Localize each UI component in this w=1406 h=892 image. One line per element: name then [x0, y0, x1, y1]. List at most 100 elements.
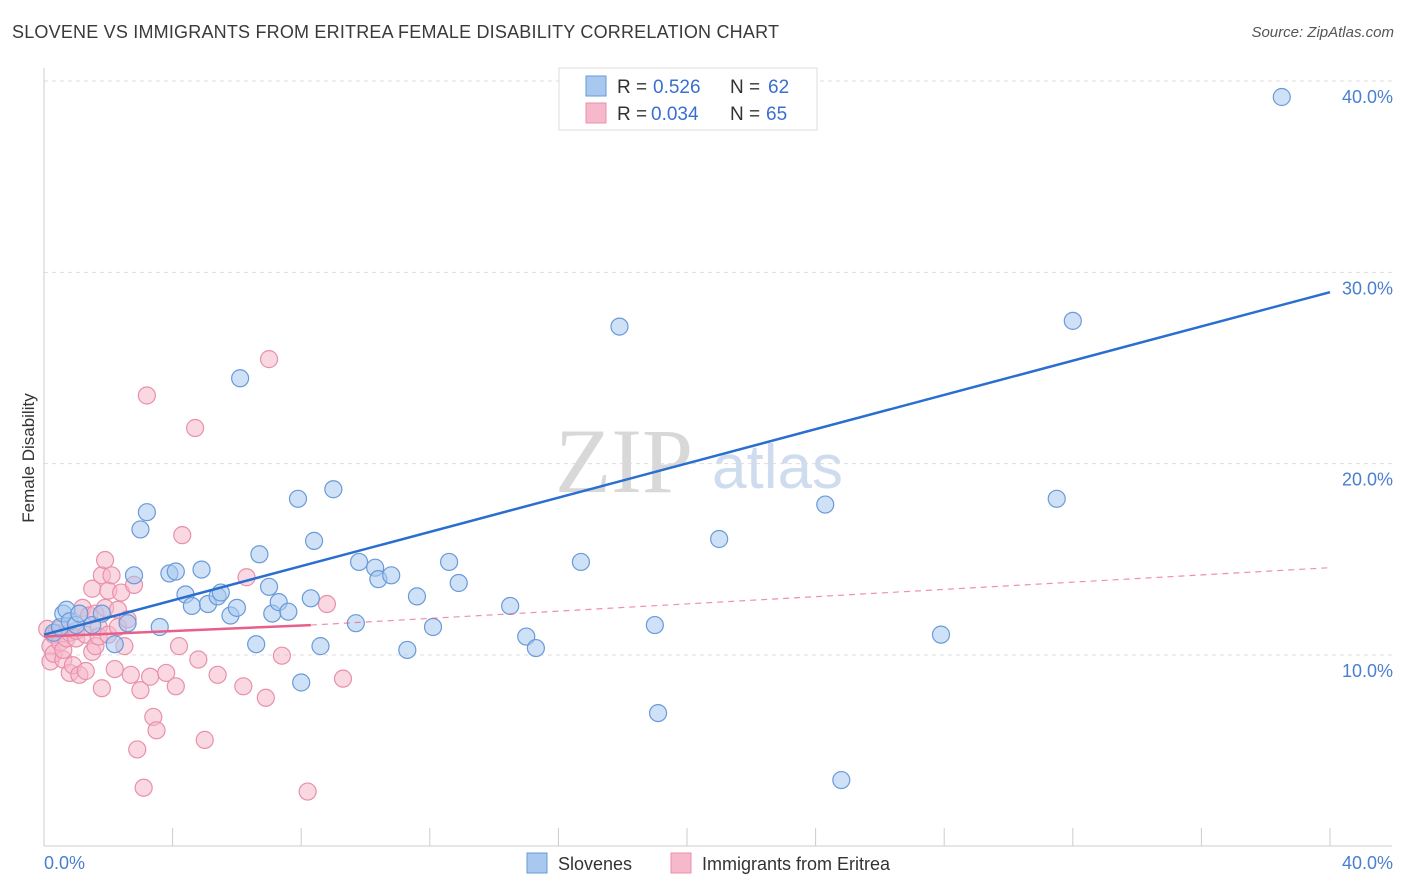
slovene-point	[423, 617, 443, 637]
slovene-point	[1272, 87, 1291, 107]
eritrea-point	[92, 679, 111, 698]
slovene-point	[304, 531, 324, 550]
slovene-point	[526, 638, 545, 658]
slovene-point	[349, 552, 369, 572]
slovene-point	[324, 480, 343, 499]
slovene-point	[231, 369, 250, 388]
slovene-point	[710, 529, 729, 549]
bottom-legend-swatch-eritrea	[670, 852, 692, 874]
slovene-point	[105, 635, 124, 654]
y-tick-labels: 10.0% 20.0% 30.0% 40.0%	[1342, 87, 1393, 681]
slovene-point	[250, 545, 269, 564]
legend-swatch-slovenes	[585, 75, 607, 97]
legend-n-label-eritrea: N =	[730, 104, 760, 125]
y-tick-label-30: 30.0%	[1342, 278, 1393, 298]
slovene-point	[571, 552, 591, 572]
eritrea-point	[272, 646, 292, 665]
slovene-point	[1047, 489, 1066, 508]
bottom-legend-label-eritrea: Immigrants from Eritrea	[702, 854, 891, 874]
legend-r-value-eritrea: 0.034	[651, 104, 699, 125]
slovene-point	[301, 589, 320, 608]
y-tick-label-20: 20.0%	[1342, 470, 1393, 490]
slovene-point	[137, 503, 156, 522]
slovene-point	[407, 587, 427, 606]
slovene-point	[118, 614, 137, 633]
legend-r-value-slovenes: 0.526	[653, 77, 701, 98]
y-axis-label: Female Disability	[19, 393, 38, 523]
watermark: ZIP atlas	[555, 410, 843, 512]
eritrea-point	[186, 418, 205, 438]
slovene-point	[124, 566, 144, 585]
eritrea-point	[166, 677, 185, 696]
watermark-atlas: atlas	[712, 433, 843, 502]
eritrea-point	[333, 669, 353, 688]
eritrea-point	[134, 778, 153, 797]
eritrea-point	[173, 526, 192, 545]
slovene-point	[816, 495, 835, 514]
slovene-point	[398, 640, 417, 660]
eritrea-point	[147, 721, 166, 740]
slovene-point	[645, 615, 664, 635]
eritrea-point	[298, 782, 317, 801]
watermark-zip: ZIP	[555, 410, 693, 512]
slovene-point	[227, 598, 246, 617]
x-tick-label-max: 40.0%	[1342, 853, 1393, 873]
bottom-legend-label-slovenes: Slovenes	[558, 854, 632, 874]
series-legend: Slovenes Immigrants from Eritrea	[526, 852, 891, 874]
slovene-point	[648, 703, 668, 723]
legend-r-label-eritrea: R =	[617, 104, 647, 125]
eritrea-point	[189, 650, 208, 669]
eritrea-point	[157, 663, 176, 683]
chart-title: SLOVENE VS IMMIGRANTS FROM ERITREA FEMAL…	[12, 22, 780, 42]
slovene-point	[247, 635, 266, 654]
slovene-point	[311, 637, 330, 656]
eritrea-point	[131, 681, 150, 700]
eritrea-point	[121, 665, 140, 684]
eritrea-point	[105, 659, 124, 679]
legend-n-value-eritrea: 65	[766, 104, 787, 125]
legend-n-label-slovenes: N =	[730, 77, 760, 98]
y-tick-label-40: 40.0%	[1342, 87, 1393, 107]
eritrea-point	[76, 661, 95, 681]
eritrea-point	[128, 740, 147, 759]
eritrea-point	[259, 350, 279, 369]
eritrea-point	[256, 688, 275, 707]
eritrea-trend-extension	[310, 567, 1331, 626]
slovene-point	[166, 562, 185, 581]
source-label: Source: ZipAtlas.com	[1251, 24, 1394, 41]
eritrea-point	[140, 667, 160, 686]
slovenes-trend-line	[43, 290, 1331, 636]
slovenes-points	[44, 87, 1291, 790]
eritrea-point	[234, 677, 253, 696]
eritrea-trend-line	[43, 623, 311, 638]
slovene-point	[70, 604, 89, 623]
slovene-point	[288, 489, 308, 508]
slovene-point	[259, 577, 279, 596]
slovene-point	[832, 770, 851, 790]
slovene-point	[449, 573, 468, 593]
legend-swatch-eritrea	[585, 102, 607, 124]
bottom-legend-swatch-slovenes	[526, 852, 548, 874]
eritrea-point	[208, 665, 227, 684]
slovene-point	[931, 625, 951, 644]
eritrea-point	[195, 730, 214, 749]
eritrea-point	[102, 566, 121, 585]
slovene-point	[1063, 311, 1082, 330]
slovene-point	[610, 317, 629, 336]
y-tick-label-10: 10.0%	[1342, 661, 1393, 681]
slovene-point	[279, 602, 298, 621]
slovene-point	[182, 596, 201, 616]
slovene-point	[501, 596, 520, 616]
slovene-point	[346, 614, 365, 633]
x-tick-label-min: 0.0%	[44, 853, 85, 873]
eritrea-point	[95, 550, 115, 570]
correlation-legend: R = 0.526 N = 62 R = 0.034 N = 65	[558, 67, 818, 131]
legend-n-value-slovenes: 62	[768, 77, 789, 98]
axes	[43, 68, 1392, 847]
eritrea-point	[137, 386, 156, 405]
eritrea-point	[317, 594, 337, 614]
slovene-point	[192, 560, 211, 579]
slovene-point	[131, 520, 150, 539]
slovene-point	[292, 673, 311, 692]
